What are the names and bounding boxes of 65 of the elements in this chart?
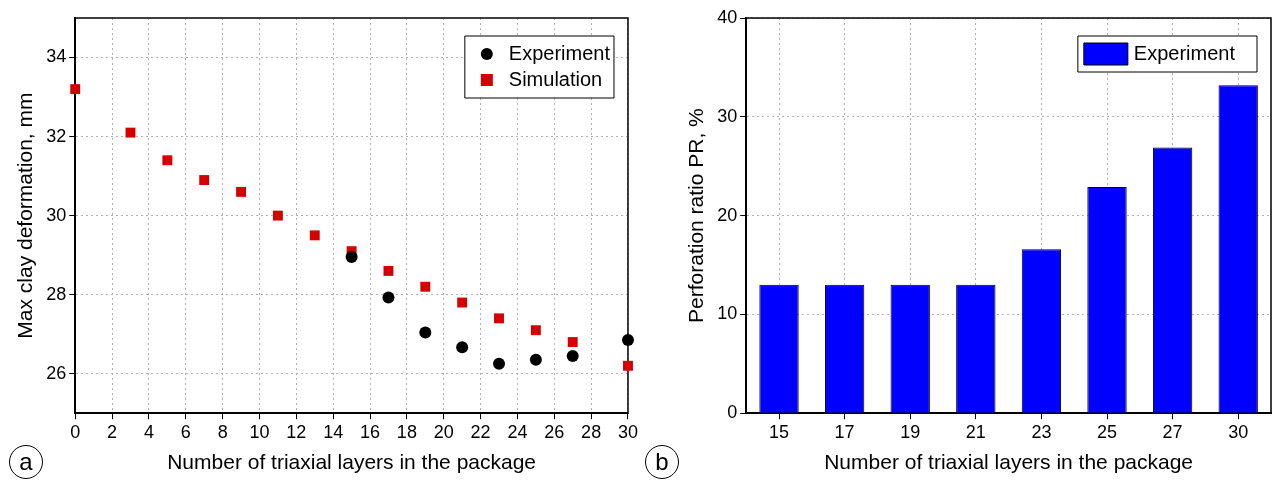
y-tick-label: 30 — [46, 204, 67, 225]
y-tick-label: 28 — [46, 283, 67, 304]
y-axis-title: Max clay deformation, mm — [13, 92, 37, 339]
legend-label: Experiment — [1133, 41, 1236, 64]
y-tick-label: 40 — [717, 6, 738, 27]
x-tick-label: 6 — [180, 421, 191, 442]
x-tick-label: 18 — [396, 421, 417, 442]
x-tick-label: 19 — [900, 421, 921, 442]
point — [236, 186, 246, 197]
point — [621, 334, 634, 347]
legend-label: Simulation — [508, 67, 603, 90]
point — [345, 251, 358, 264]
x-axis-title: Number of triaxial layers in the package — [824, 450, 1194, 474]
point — [420, 281, 431, 292]
point — [162, 155, 173, 166]
x-tick-label: 21 — [965, 421, 986, 442]
point — [309, 230, 320, 241]
point — [125, 127, 136, 138]
x-tick-label: 16 — [360, 421, 381, 442]
y-axis-title: Perforation ratio PR, % — [684, 108, 708, 323]
x-tick-label: 10 — [249, 421, 270, 442]
x-tick-label: 17 — [834, 421, 855, 442]
x-tick-label: 8 — [217, 421, 228, 442]
point — [494, 313, 504, 324]
point — [70, 84, 81, 95]
point — [457, 297, 468, 308]
x-tick-label: 26 — [544, 421, 565, 442]
x-tick-label: 2 — [107, 421, 118, 442]
y-tick-label: 26 — [46, 362, 67, 383]
text: b — [645, 445, 679, 479]
x-axis-title: Number of triaxial layers in the package — [167, 450, 537, 474]
point — [623, 360, 633, 371]
point — [530, 325, 541, 336]
point — [566, 349, 579, 362]
point — [567, 337, 578, 348]
y-tick-label: 34 — [46, 46, 67, 67]
x-tick-label: 15 — [769, 421, 790, 442]
y-tick-label: 10 — [717, 303, 738, 324]
x-tick-label: 27 — [1162, 421, 1183, 442]
x-tick-label: 30 — [1228, 421, 1249, 442]
x-tick-label: 23 — [1031, 421, 1052, 442]
point — [199, 175, 210, 185]
point — [383, 265, 394, 276]
x-tick-label: 0 — [70, 421, 81, 442]
point — [419, 326, 432, 339]
text: a — [9, 445, 43, 479]
point — [456, 341, 469, 354]
point — [272, 210, 283, 221]
point — [529, 353, 542, 366]
x-tick-label: 4 — [143, 421, 154, 442]
y-tick-label: 20 — [717, 204, 738, 225]
x-tick-label: 24 — [507, 421, 528, 442]
legend-label: Experiment — [508, 41, 611, 64]
x-tick-label: 20 — [433, 421, 454, 442]
x-tick-label: 28 — [581, 421, 602, 442]
x-tick-label: 25 — [1096, 421, 1118, 442]
point — [493, 357, 506, 370]
x-tick-label: 22 — [470, 421, 491, 442]
y-tick-label: 32 — [46, 125, 67, 146]
y-tick-label: 0 — [727, 402, 738, 423]
point — [382, 291, 395, 304]
x-tick-label: 12 — [286, 421, 307, 442]
x-tick-label: 30 — [617, 421, 638, 442]
x-tick-label: 14 — [323, 421, 344, 442]
y-tick-label: 30 — [717, 105, 738, 126]
